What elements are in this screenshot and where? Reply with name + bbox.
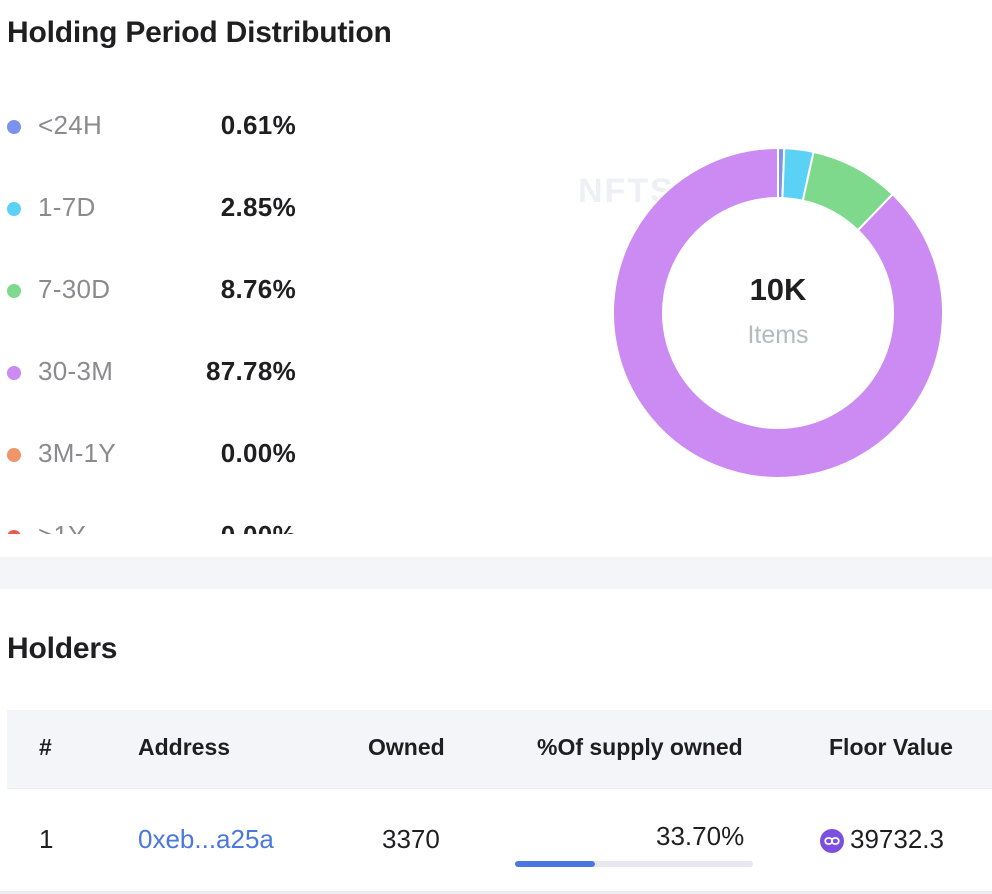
column-header-floor-value[interactable]: Floor Value (829, 734, 953, 760)
holders-title: Holders (7, 632, 118, 665)
legend-value: 2.85% (220, 192, 296, 222)
column-header-supply[interactable]: %Of supply owned (537, 734, 743, 760)
donut-center-label: Items (747, 321, 809, 349)
legend-dot-icon (7, 284, 21, 298)
legend-item-lt24h[interactable]: <24H 0.61% (0, 86, 320, 168)
legend-label: 1-7D (38, 192, 96, 222)
holding-period-legend: <24H 0.61% 1-7D 2.85% 7-30D 8.76% 30-3M … (0, 86, 320, 534)
legend-label: <24H (38, 110, 103, 140)
legend-dot-icon (7, 120, 21, 134)
donut-slice-303m[interactable] (612, 146, 944, 479)
legend-value: 0.61% (220, 110, 296, 140)
legend-value: 8.76% (220, 274, 296, 304)
legend-value: 87.78% (206, 356, 296, 386)
supply-percent: 33.70% (656, 821, 745, 851)
row-index: 1 (39, 824, 54, 854)
supply-progress-bar (515, 861, 753, 867)
legend-label: >1Y (38, 520, 86, 534)
legend-item-7-30d[interactable]: 7-30D 8.76% (0, 250, 320, 332)
column-header-index: # (39, 734, 52, 760)
polygon-token-icon (820, 829, 844, 853)
supply-progress-fill (515, 861, 596, 867)
holding-period-donut-chart (612, 146, 944, 479)
table-bottom-border (0, 891, 992, 894)
legend-label: 3M-1Y (38, 438, 117, 468)
legend-dot-icon (7, 448, 21, 462)
donut-center-value: 10K (749, 272, 807, 307)
table-divider (7, 788, 992, 789)
legend-label: 30-3M (38, 356, 114, 386)
column-header-owned[interactable]: Owned (368, 734, 445, 760)
floor-value: 39732.3 (850, 824, 944, 854)
owned-count: 3370 (382, 824, 440, 854)
legend-value: 0.00% (221, 520, 296, 534)
legend-dot-icon (7, 202, 21, 216)
legend-value: 0.00% (220, 438, 296, 468)
legend-dot-icon (7, 530, 21, 534)
legend-item-gt1y[interactable]: >1Y 0.00% (0, 496, 320, 534)
holder-address-link[interactable]: 0xeb...a25a (138, 824, 274, 854)
legend-item-30-3m[interactable]: 30-3M 87.78% (0, 332, 320, 414)
legend-item-3m-1y[interactable]: 3M-1Y 0.00% (0, 414, 320, 496)
section-divider (0, 557, 992, 589)
legend-dot-icon (7, 366, 21, 380)
holding-period-title: Holding Period Distribution (7, 16, 392, 49)
legend-label: 7-30D (38, 274, 111, 304)
holders-table-header: # Address Owned %Of supply owned Floor V… (7, 710, 992, 788)
legend-item-1-7d[interactable]: 1-7D 2.85% (0, 168, 320, 250)
column-header-address: Address (138, 734, 231, 760)
